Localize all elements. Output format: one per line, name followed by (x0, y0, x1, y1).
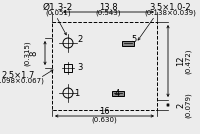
Text: 1: 1 (74, 88, 79, 98)
Bar (112, 90, 124, 96)
Bar (122, 40, 134, 46)
Text: (0.315): (0.315) (24, 40, 30, 66)
Text: 16: 16 (99, 107, 109, 116)
Text: (0.472): (0.472) (185, 48, 191, 74)
Text: 2: 2 (77, 36, 82, 44)
Text: (0.098×0.067): (0.098×0.067) (0, 78, 44, 84)
Text: 5: 5 (131, 36, 136, 44)
Text: (0.079): (0.079) (185, 92, 191, 118)
Text: 2: 2 (177, 102, 186, 108)
Text: 13.8: 13.8 (99, 3, 117, 12)
Text: (0.630): (0.630) (91, 117, 117, 123)
Text: 2.5×1.7: 2.5×1.7 (1, 70, 35, 79)
Text: (0.543): (0.543) (95, 10, 121, 16)
Bar (64, 64, 72, 72)
Bar (52, 22, 157, 110)
Text: (0.051): (0.051) (45, 10, 71, 16)
Text: 4: 4 (115, 88, 120, 98)
Text: 3: 3 (77, 64, 82, 72)
Text: 8: 8 (30, 50, 38, 56)
Text: 3.5×1.0-2: 3.5×1.0-2 (149, 3, 191, 12)
Text: (0.138×0.039): (0.138×0.039) (144, 10, 196, 16)
Text: 12: 12 (177, 56, 186, 66)
Text: Ø1.3-2: Ø1.3-2 (43, 3, 73, 12)
